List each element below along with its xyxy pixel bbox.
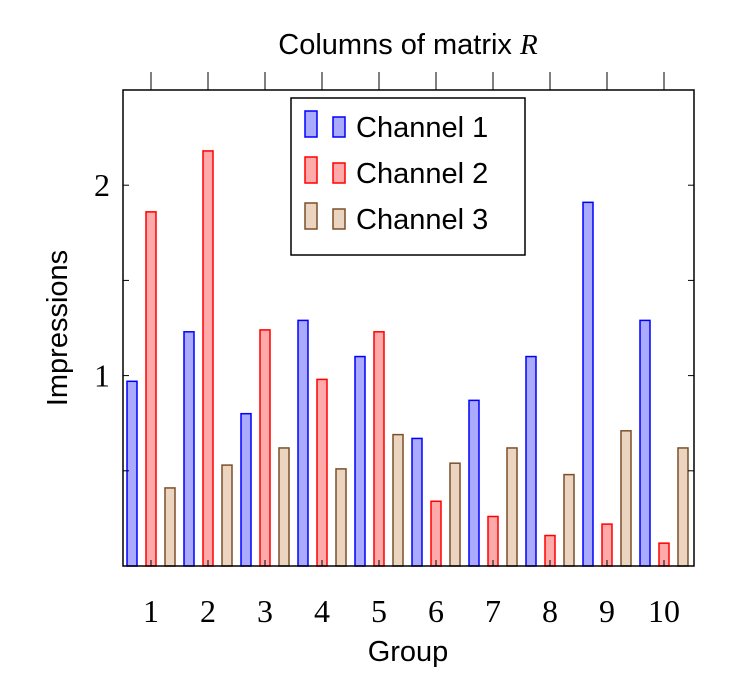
bar-series1-group9 bbox=[582, 201, 594, 567]
legend-box bbox=[290, 97, 526, 256]
plot-frame bbox=[122, 89, 695, 567]
bar-series1-group7 bbox=[468, 399, 480, 567]
legend-swatch-tall bbox=[304, 202, 318, 230]
bar-series1-group5 bbox=[354, 355, 366, 567]
bar-series1-group4 bbox=[297, 319, 309, 567]
y-tick-labels: 12 bbox=[94, 167, 110, 393]
bar-series2-group7 bbox=[487, 515, 499, 567]
bar-series3-group3 bbox=[278, 447, 290, 567]
bar-series1-group8 bbox=[525, 355, 537, 567]
x-tick-label: 3 bbox=[257, 593, 273, 629]
legend-swatch-tall bbox=[304, 110, 318, 138]
x-tick-label: 8 bbox=[542, 593, 558, 629]
bar-series1-group1 bbox=[126, 380, 138, 567]
bar-series3-group4 bbox=[335, 468, 347, 567]
y-tick-label: 1 bbox=[94, 358, 110, 394]
x-axis-label: Group bbox=[368, 636, 449, 668]
bar-series3-group5 bbox=[392, 433, 404, 567]
legend: Channel 1 Channel 2 Channel 3 bbox=[290, 97, 526, 256]
bar-series2-group1 bbox=[145, 211, 157, 567]
bar-series3-group1 bbox=[164, 487, 176, 567]
axis-ticks-group bbox=[123, 72, 694, 566]
legend-swatch-short bbox=[332, 162, 346, 184]
bar-series3-group8 bbox=[563, 473, 575, 567]
bar-series2-group6 bbox=[430, 500, 442, 567]
legend-label: Channel 3 bbox=[356, 204, 488, 236]
bar-series3-group7 bbox=[506, 447, 518, 567]
x-tick-label: 9 bbox=[599, 593, 615, 629]
bar-series1-group3 bbox=[240, 412, 252, 567]
chart-title-text: Columns of matrix bbox=[278, 29, 512, 61]
bar-series3-group2 bbox=[221, 464, 233, 567]
x-tick-label: 4 bbox=[314, 593, 330, 629]
x-tick-label: 2 bbox=[200, 593, 216, 629]
legend-label: Channel 2 bbox=[356, 158, 488, 190]
legend-swatch-tall bbox=[304, 156, 318, 184]
y-tick-label: 2 bbox=[94, 167, 110, 203]
bar-series2-group9 bbox=[601, 523, 613, 567]
chart-title-variable: R bbox=[519, 29, 538, 61]
legend-swatch-short bbox=[332, 116, 346, 138]
bar-series2-group2 bbox=[202, 150, 214, 567]
x-tick-label: 1 bbox=[143, 593, 159, 629]
bar-series1-group6 bbox=[411, 437, 423, 567]
legend-items: Channel 1 Channel 2 Channel 3 bbox=[304, 110, 488, 236]
x-tick-label: 10 bbox=[648, 593, 680, 629]
y-axis-label: Impressions bbox=[42, 250, 74, 406]
chart-title: Columns of matrix R bbox=[278, 29, 538, 61]
legend-swatch-short bbox=[332, 208, 346, 230]
x-tick-label: 7 bbox=[485, 593, 501, 629]
x-tick-label: 6 bbox=[428, 593, 444, 629]
legend-label: Channel 1 bbox=[356, 112, 488, 144]
bars-group bbox=[126, 150, 689, 567]
bar-series2-group5 bbox=[373, 331, 385, 567]
bar-series1-group2 bbox=[183, 331, 195, 567]
bar-series1-group10 bbox=[639, 319, 651, 567]
x-tick-label: 5 bbox=[371, 593, 387, 629]
bar-series2-group4 bbox=[316, 378, 328, 567]
bar-series3-group9 bbox=[620, 430, 632, 567]
bar-series2-group3 bbox=[259, 329, 271, 567]
x-tick-labels: 1 2 3 4 5 6 7 8 9 10 bbox=[143, 593, 680, 629]
bar-series3-group6 bbox=[449, 462, 461, 567]
bar-series3-group10 bbox=[677, 447, 689, 567]
